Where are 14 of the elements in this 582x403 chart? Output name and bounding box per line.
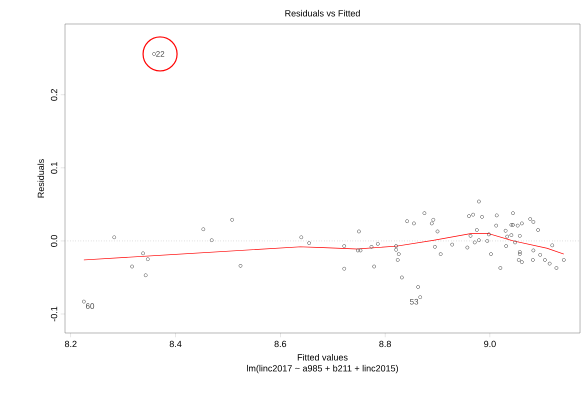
x-tick-label: 9.0 (484, 340, 496, 348)
y-tick-label: 0.1 (50, 162, 58, 174)
x-tick-label: 8.8 (379, 340, 391, 348)
y-axis-title: Residuals (37, 159, 44, 198)
x-tick-label: 8.4 (170, 340, 182, 348)
chart-title: Residuals vs Fitted (285, 10, 360, 16)
y-tick-label: 0.0 (50, 235, 58, 247)
y-tick-label: 0.2 (50, 89, 58, 101)
x-tick-label: 8.6 (274, 340, 286, 348)
line-series (84, 233, 564, 260)
y-tick-label: -0.1 (50, 306, 58, 322)
text: lm(linc2017 ~ a985 + b211 + linc2015) (247, 364, 398, 374)
x-tick-label: 8.2 (64, 340, 77, 348)
x-axis-title: Fitted values (298, 354, 348, 361)
